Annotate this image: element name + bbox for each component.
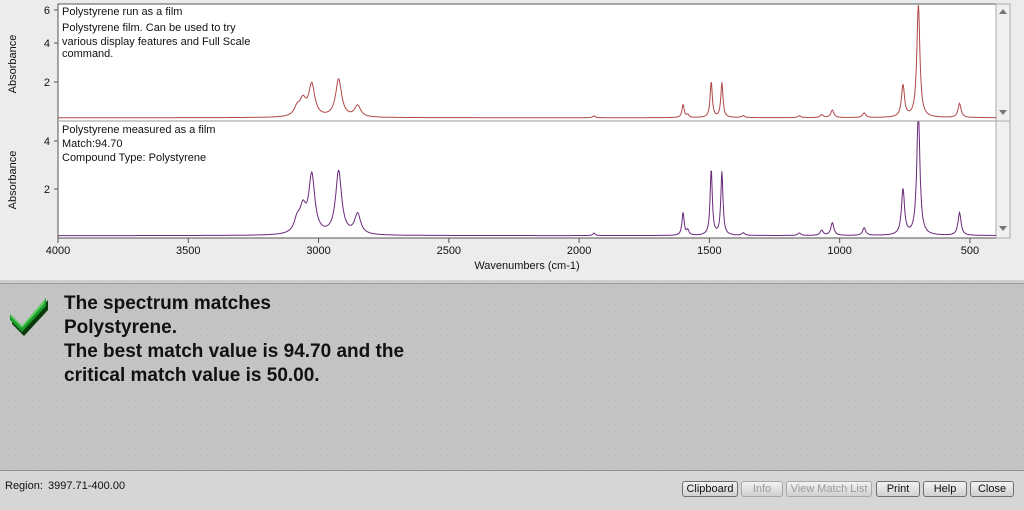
scroll-down-icon-lower[interactable]: [999, 226, 1007, 231]
x-tick-label: 2000: [567, 245, 591, 257]
top-panel-desc-3: command.: [62, 48, 113, 60]
clipboard-button[interactable]: Clipboard: [682, 481, 738, 497]
checkmark-icon: [10, 298, 48, 336]
result-line: The best match value is 94.70 and the: [64, 341, 405, 362]
region-label: Region:: [5, 480, 43, 492]
x-axis-label: Wavenumbers (cm-1): [474, 260, 579, 272]
info-button[interactable]: Info: [741, 481, 783, 497]
scroll-down-icon[interactable]: [999, 110, 1007, 115]
top-ylabel: Absorbance: [7, 35, 19, 94]
help-button[interactable]: Help: [923, 481, 967, 497]
top-panel-desc-1: Polystyrene film. Can be used to try: [62, 22, 236, 34]
y-tick: 4: [44, 136, 50, 148]
spectrum-chart: Absorbance Absorbance 6 4 2 4 2 Polystyr…: [7, 3, 1011, 272]
scrollbar-track-lower[interactable]: [995, 120, 1011, 239]
bottom-ylabel: Absorbance: [7, 151, 19, 210]
region-value: 3997.71-400.00: [48, 480, 126, 492]
bottom-panel-title: Polystyrene measured as a film: [62, 124, 215, 136]
x-tick-label: 3000: [306, 245, 330, 257]
close-button[interactable]: Close: [970, 481, 1014, 497]
bottom-panel-compound: Compound Type: Polystyrene: [62, 152, 206, 164]
x-tick-label: 500: [961, 245, 979, 257]
y-tick: 6: [44, 5, 50, 17]
x-tick-label: 4000: [46, 245, 70, 257]
result-line: critical match value is 50.00.: [64, 365, 320, 386]
spectrum-panel: Absorbance Absorbance 6 4 2 4 2 Polystyr…: [0, 0, 1024, 280]
x-axis-ticks: 4000 3500 3000 2500 2000 1500 1000 500: [46, 238, 979, 257]
x-tick-label: 3500: [176, 245, 200, 257]
scrollbar-track[interactable]: [995, 3, 1011, 122]
top-panel-title: Polystyrene run as a film: [62, 6, 182, 18]
top-panel-desc-2: various display features and Full Scale: [62, 36, 250, 48]
result-area: The spectrum matches Polystyrene. The be…: [0, 283, 1024, 470]
series-line-top: [58, 4, 996, 119]
series-line-bottom: [58, 121, 996, 237]
bottom-panel-match: Match:94.70: [62, 138, 123, 150]
result-line: Polystyrene.: [64, 317, 177, 338]
scroll-up-icon[interactable]: [999, 9, 1007, 14]
x-tick-label: 1500: [697, 245, 721, 257]
view-match-list-button[interactable]: View Match List: [786, 481, 872, 497]
status-bar: Region: 3997.71-400.00 Clipboard Info Vi…: [0, 470, 1024, 510]
y-tick: 2: [44, 77, 50, 89]
x-tick-label: 2500: [437, 245, 461, 257]
y-tick: 2: [44, 184, 50, 196]
result-line: The spectrum matches: [64, 293, 271, 314]
print-button[interactable]: Print: [876, 481, 920, 497]
result-message: The spectrum matches Polystyrene. The be…: [64, 292, 404, 388]
y-tick: 4: [44, 38, 50, 50]
x-tick-label: 1000: [827, 245, 851, 257]
